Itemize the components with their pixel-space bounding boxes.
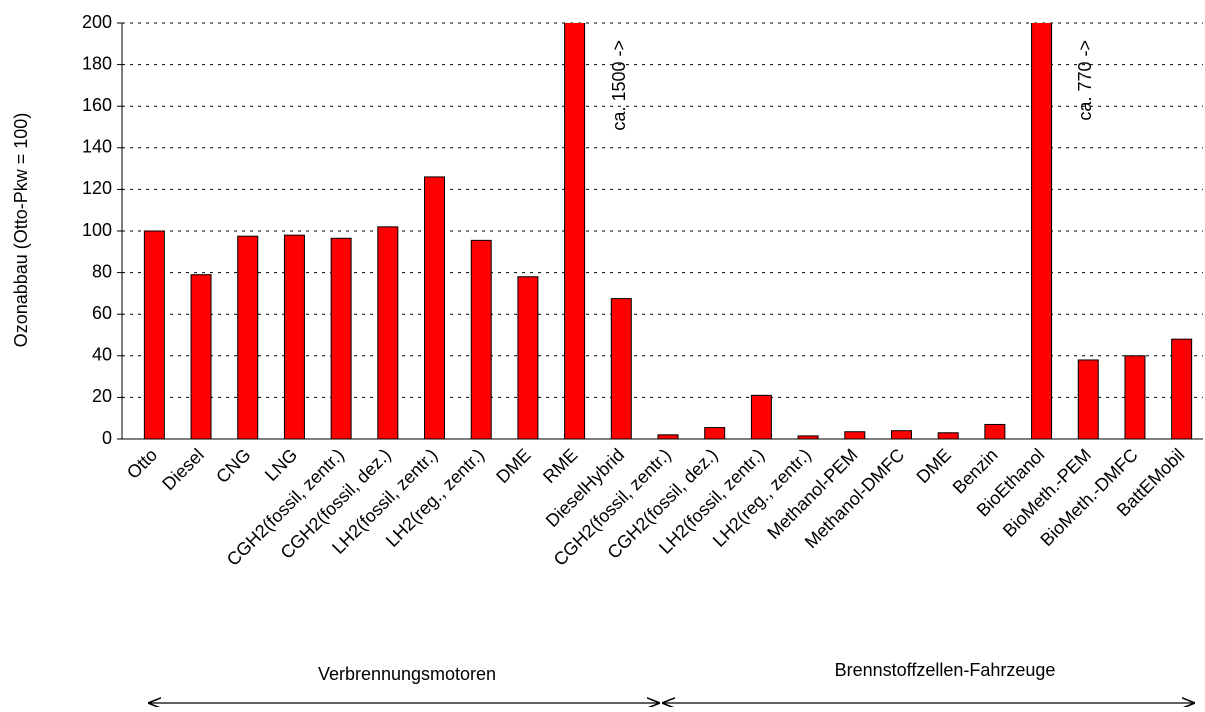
x-tick-label: CNG xyxy=(212,445,254,487)
bar xyxy=(424,176,446,440)
bar xyxy=(564,23,586,440)
x-tick-label: Diesel xyxy=(158,445,208,495)
bar xyxy=(844,431,866,440)
bar xyxy=(1171,338,1193,440)
bar xyxy=(470,239,492,440)
bar xyxy=(890,430,912,440)
annotation: ca. 770 -> xyxy=(1075,40,1095,121)
bar xyxy=(984,423,1006,440)
bar xyxy=(377,226,399,440)
bar xyxy=(937,432,959,440)
group-label: Verbrennungsmotoren xyxy=(318,664,496,684)
y-tick-label: 100 xyxy=(82,220,112,240)
bar xyxy=(704,427,726,440)
bar xyxy=(330,237,352,440)
bar xyxy=(143,230,165,440)
bar xyxy=(1077,359,1099,440)
y-tick-label: 80 xyxy=(92,261,112,281)
x-tick-label: RME xyxy=(539,445,581,487)
bars xyxy=(143,23,1193,440)
y-tick-label: 140 xyxy=(82,137,112,157)
x-tick-label: DME xyxy=(913,445,955,487)
bar xyxy=(750,394,772,440)
x-tick-label: Otto xyxy=(123,445,161,483)
y-tick-label: 20 xyxy=(92,386,112,406)
bar xyxy=(517,276,539,440)
y-tick-label: 180 xyxy=(82,53,112,73)
group-label: Brennstoffzellen-Fahrzeuge xyxy=(835,660,1056,680)
y-tick-label: 160 xyxy=(82,95,112,115)
bar xyxy=(283,234,305,440)
bar xyxy=(237,235,259,440)
bar xyxy=(610,298,632,440)
bar xyxy=(1124,355,1146,440)
y-tick-label: 120 xyxy=(82,178,112,198)
bar xyxy=(657,434,679,440)
x-tick-label: LNG xyxy=(261,445,301,485)
y-tick-label: 200 xyxy=(82,12,112,32)
bar xyxy=(1031,23,1053,440)
y-tick-label: 40 xyxy=(92,345,112,365)
y-axis-label: Ozonabbau (Otto-Pkw = 100) xyxy=(11,113,31,348)
annotation: ca. 1500 -> xyxy=(609,40,629,131)
bar xyxy=(190,274,212,440)
y-tick-label: 0 xyxy=(102,428,112,448)
y-tick-label: 60 xyxy=(92,303,112,323)
x-tick-label: DME xyxy=(492,445,534,487)
